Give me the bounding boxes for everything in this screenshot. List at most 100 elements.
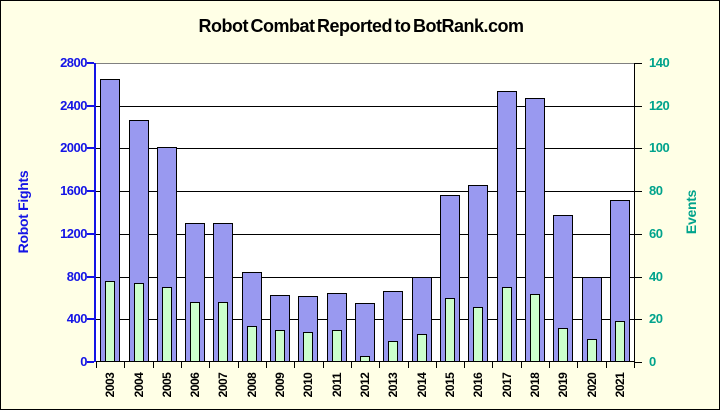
right-tick xyxy=(635,148,642,150)
bar-robot-events-2017 xyxy=(501,287,512,363)
x-axis-line xyxy=(95,361,635,362)
x-tick xyxy=(350,362,352,368)
right-tick-label: 80 xyxy=(649,183,663,199)
left-tick-label: 400 xyxy=(66,311,88,327)
left-tick-label: 1200 xyxy=(60,225,87,241)
bar-robot-events-2018 xyxy=(529,293,540,362)
x-tick xyxy=(265,362,267,368)
x-tick xyxy=(96,362,97,368)
right-tick-label: 40 xyxy=(649,268,663,284)
bar-robot-events-2021 xyxy=(614,321,625,362)
left-tick-label: 0 xyxy=(80,354,87,369)
x-label-2019: 2019 xyxy=(556,372,571,398)
x-label-2012: 2012 xyxy=(358,372,372,398)
x-label-2009: 2009 xyxy=(273,372,288,398)
gridline xyxy=(96,276,634,278)
x-label-2021: 2021 xyxy=(612,372,627,398)
right-tick xyxy=(635,233,642,235)
bar-robot-events-2006 xyxy=(190,302,201,362)
bar-robot-events-2010 xyxy=(303,332,314,362)
left-tick xyxy=(87,190,94,193)
x-label-2011: 2011 xyxy=(329,372,344,398)
bar-robot-events-2003 xyxy=(105,280,116,362)
bar-robot-events-2011 xyxy=(331,330,342,362)
plot-top-border xyxy=(96,63,635,64)
x-label-2015: 2015 xyxy=(442,372,457,398)
x-label-2005: 2005 xyxy=(159,372,174,398)
bar-robot-events-2008 xyxy=(246,325,257,362)
x-label-2010: 2010 xyxy=(301,372,316,398)
bar-robot-events-2013 xyxy=(388,340,399,362)
left-tick-label: 800 xyxy=(66,268,88,284)
left-axis-title: Robot Fights xyxy=(15,170,31,254)
bar-robot-events-2004 xyxy=(133,283,144,362)
x-tick xyxy=(180,362,182,368)
x-tick xyxy=(634,362,635,368)
bar-robot-events-2020 xyxy=(586,338,597,362)
x-tick xyxy=(464,362,466,368)
left-axis-line xyxy=(94,63,96,362)
bar-robot-events-2016 xyxy=(473,306,484,362)
gridline xyxy=(96,148,634,150)
gridline xyxy=(96,105,634,107)
right-tick-label: 120 xyxy=(649,97,670,113)
x-tick xyxy=(379,362,381,368)
left-tick xyxy=(87,318,94,321)
left-tick-label: 2800 xyxy=(60,55,87,70)
x-label-2007: 2007 xyxy=(216,372,231,398)
right-tick xyxy=(635,276,642,278)
right-tick xyxy=(635,319,642,321)
right-tick xyxy=(635,63,642,64)
right-tick-label: 140 xyxy=(649,55,670,70)
x-label-2003: 2003 xyxy=(103,372,118,398)
left-tick xyxy=(87,232,94,235)
right-tick xyxy=(635,191,642,193)
right-tick-label: 0 xyxy=(649,354,656,369)
x-label-2017: 2017 xyxy=(499,372,514,398)
gridline xyxy=(96,191,634,193)
right-axis-line xyxy=(634,63,635,362)
x-label-2013: 2013 xyxy=(386,372,401,398)
x-label-2014: 2014 xyxy=(414,372,429,398)
left-tick-label: 2400 xyxy=(60,97,87,113)
left-tick xyxy=(87,104,94,107)
x-tick xyxy=(322,362,324,368)
left-tick xyxy=(87,147,94,150)
right-tick xyxy=(635,362,642,363)
bar-robot-events-2014 xyxy=(416,334,427,362)
right-tick-label: 100 xyxy=(649,140,670,156)
bar-robot-events-2009 xyxy=(275,330,286,362)
x-tick xyxy=(124,362,126,368)
x-tick xyxy=(237,362,239,368)
left-tick xyxy=(87,62,94,64)
chart-title: Robot Combat Reported to BotRank.com xyxy=(198,16,525,36)
x-tick xyxy=(605,362,607,368)
x-label-2008: 2008 xyxy=(244,372,259,398)
left-tick-label: 1600 xyxy=(60,183,87,199)
bar-robot-events-2005 xyxy=(161,287,172,363)
right-tick-label: 60 xyxy=(649,225,663,241)
x-label-2006: 2006 xyxy=(188,372,203,398)
right-tick-label: 20 xyxy=(649,311,663,327)
right-tick xyxy=(635,105,642,107)
bar-robot-fights-2012 xyxy=(355,303,375,362)
x-tick xyxy=(152,362,154,368)
x-tick xyxy=(577,362,579,368)
bar-robot-events-2007 xyxy=(218,302,229,362)
bar-robot-events-2015 xyxy=(444,297,455,362)
gridline xyxy=(96,233,634,235)
x-tick xyxy=(520,362,522,368)
left-tick xyxy=(87,275,94,278)
x-tick xyxy=(294,362,296,368)
x-tick xyxy=(435,362,437,368)
x-tick xyxy=(209,362,211,368)
x-label-2020: 2020 xyxy=(584,372,599,398)
x-label-2018: 2018 xyxy=(527,372,542,398)
left-tick-label: 2000 xyxy=(60,140,87,156)
x-label-2016: 2016 xyxy=(471,372,486,398)
left-tick xyxy=(87,361,94,363)
bar-robot-events-2019 xyxy=(558,327,569,362)
x-tick xyxy=(407,362,409,368)
x-label-2004: 2004 xyxy=(131,372,146,398)
